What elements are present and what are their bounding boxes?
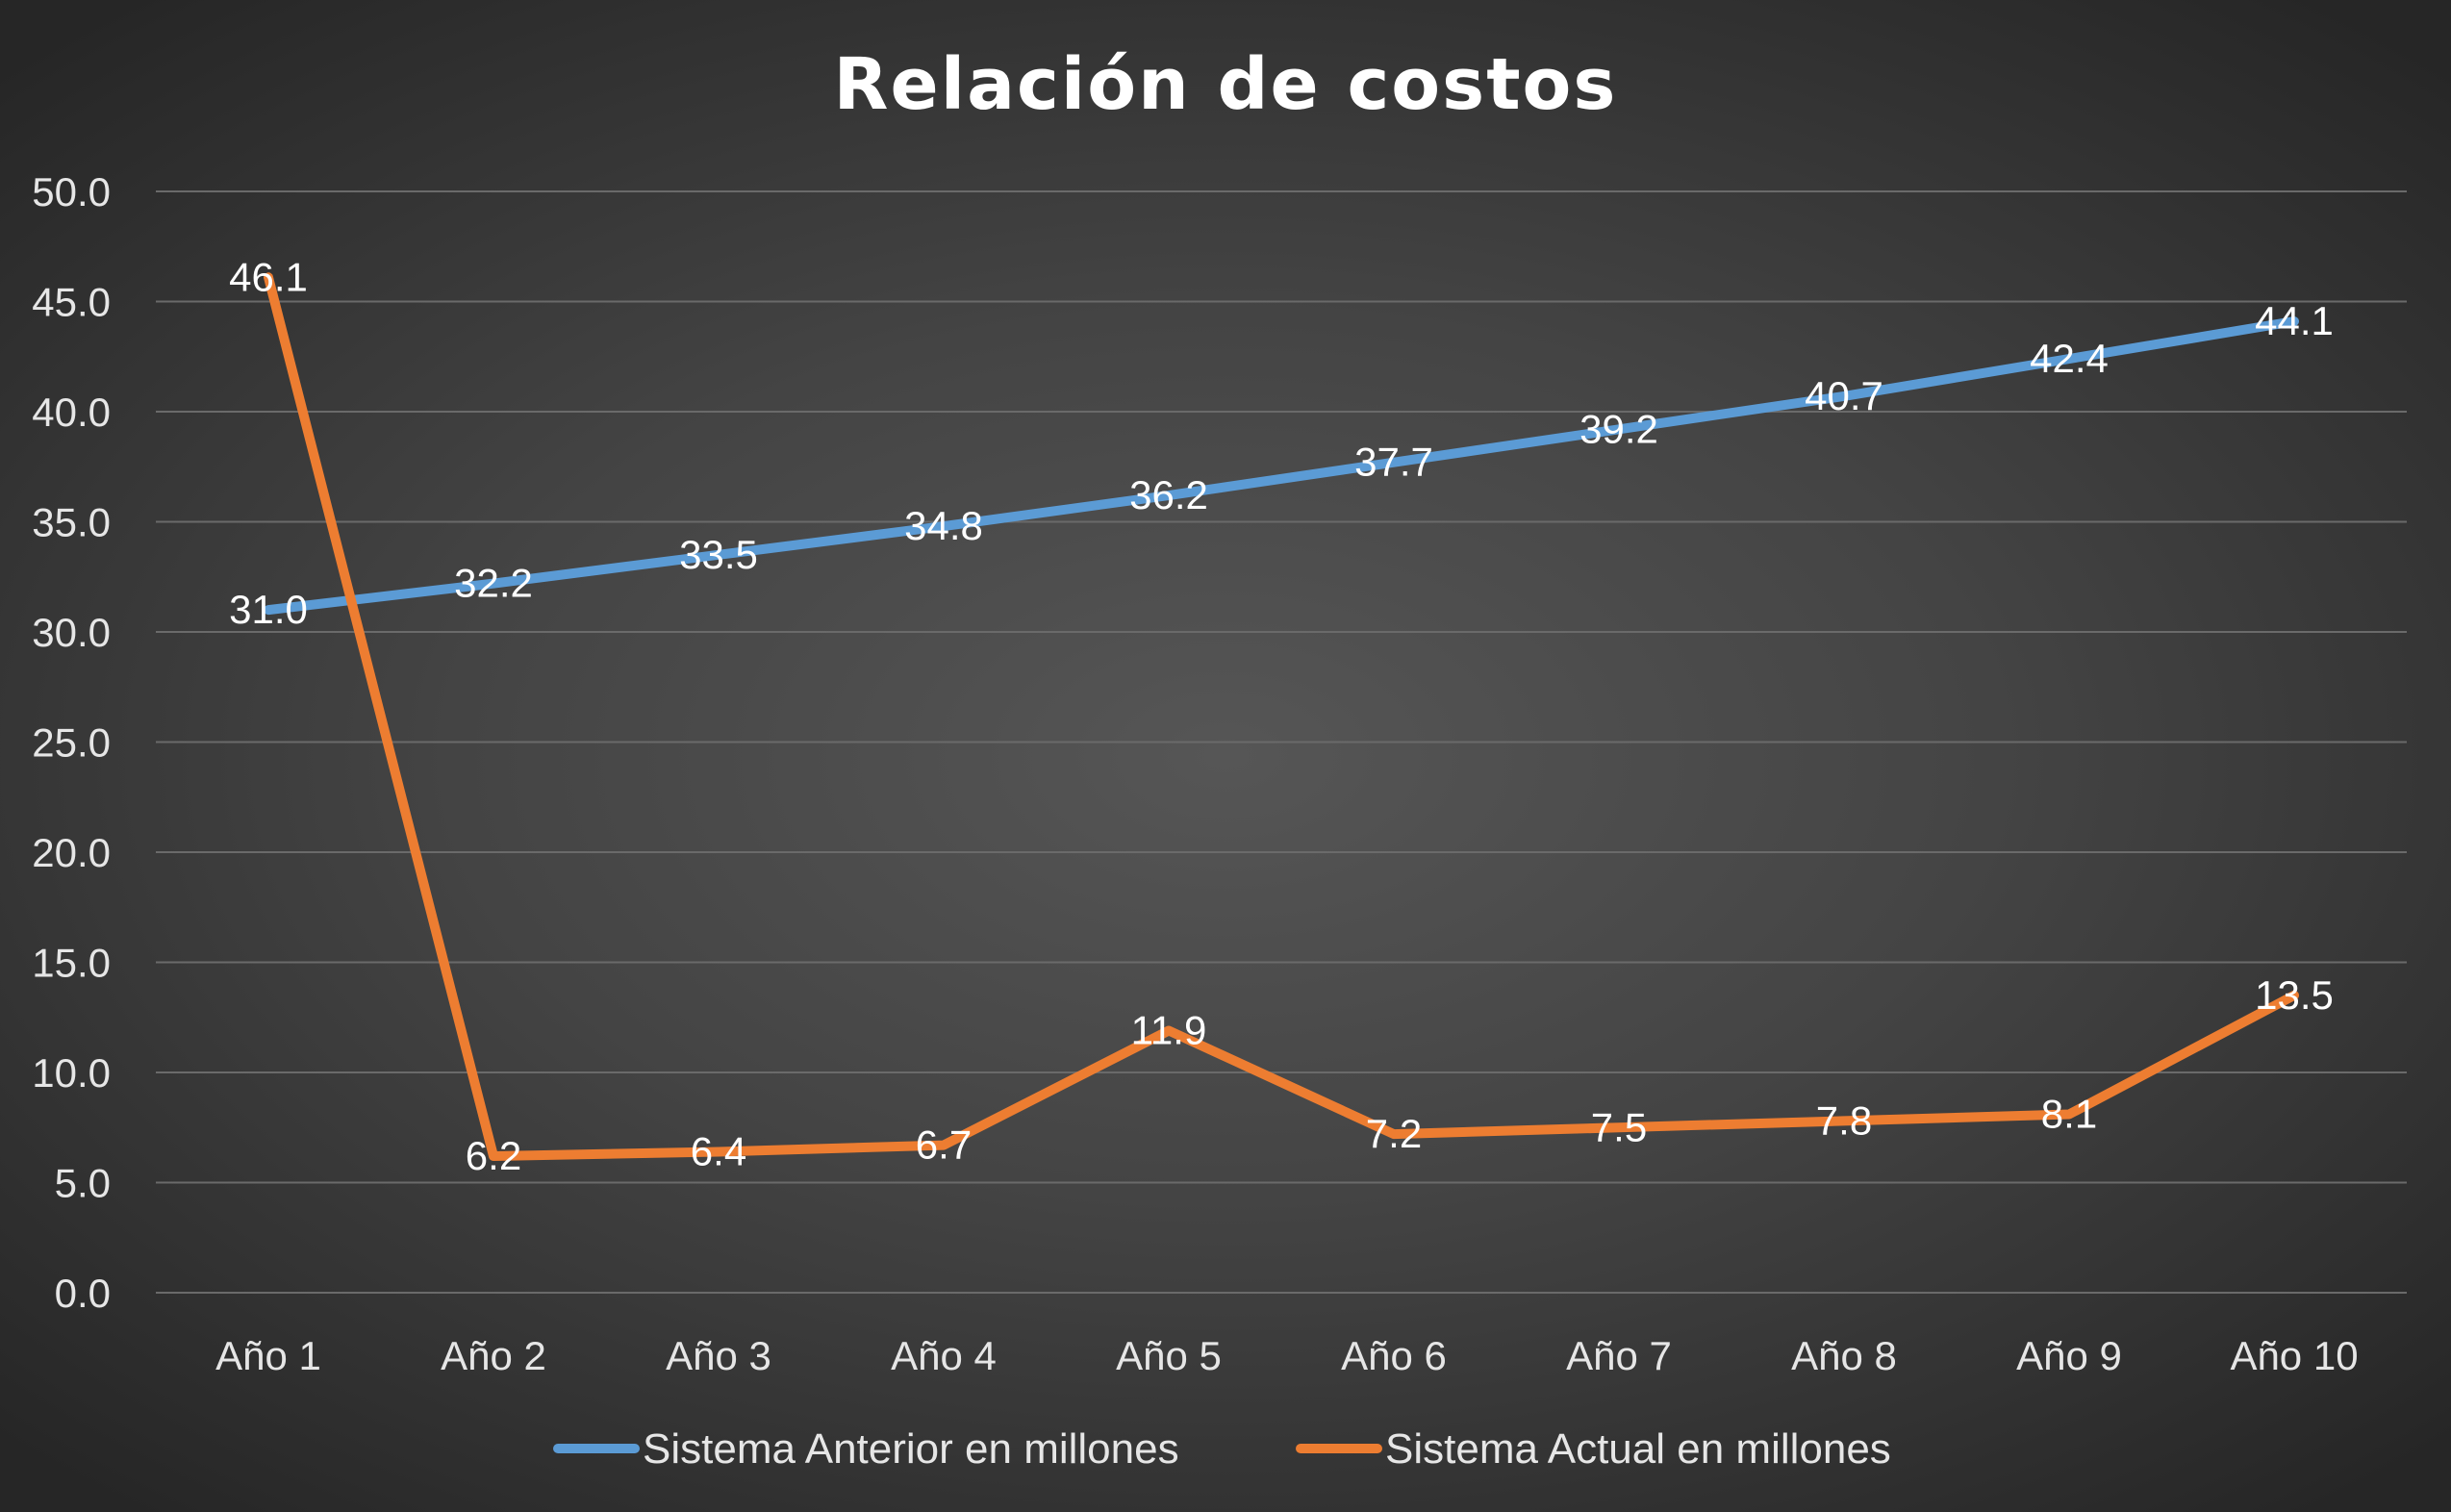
x-tick-label: Año 10 [2230,1333,2358,1378]
x-tick-label: Año 7 [1566,1333,1672,1378]
series-line-1 [264,316,2299,616]
data-label: 6.2 [466,1133,521,1178]
data-label: 32.2 [454,561,533,606]
data-label: 39.2 [1579,406,1658,451]
x-tick-label: Año 4 [891,1333,997,1378]
y-tick-label: 45.0 [32,280,111,325]
x-axis-ticks: Año 1 Año 2 Año 3 Año 4 Año 5 Año 6 Año 7 Año 8… [215,1333,2358,1378]
y-tick-label: 0.0 [55,1271,111,1316]
y-tick-label: 40.0 [32,390,111,435]
data-label: 6.7 [916,1122,972,1168]
data-label: 44.1 [2255,298,2334,343]
x-tick-label: Año 6 [1341,1333,1447,1378]
x-tick-label: Año 3 [666,1333,771,1378]
legend-label: Sistema Actual en millones [1385,1425,1891,1473]
x-tick-label: Año 2 [441,1333,546,1378]
y-tick-label: 10.0 [32,1050,111,1096]
y-tick-label: 30.0 [32,610,111,655]
data-label: 8.1 [2041,1092,2097,1137]
data-label: 46.1 [229,254,308,299]
data-label: 6.4 [691,1128,746,1173]
data-label: 37.7 [1354,440,1433,485]
data-label: 7.8 [1816,1097,1872,1143]
y-tick-label: 20.0 [32,830,111,875]
y-axis-ticks: 0.0 5.0 10.0 15.0 20.0 25.0 30.0 35.0 40.0 45.0 50… [32,169,111,1316]
x-tick-label: Año 8 [1791,1333,1897,1378]
data-label: 13.5 [2255,972,2334,1018]
data-label: 11.9 [1131,1007,1207,1052]
data-label: 40.7 [1805,373,1883,418]
data-labels: 31.0 32.2 33.5 34.8 36.2 37.7 39.2 40.7 42.4 44.1… [229,254,2334,1178]
x-tick-label: Año 9 [2016,1333,2122,1378]
series-line-2 [264,272,2299,1162]
data-label: 36.2 [1129,472,1208,517]
x-tick-label: Año 5 [1116,1333,1222,1378]
chart-title: Relación de costos [834,43,1618,126]
data-label: 7.5 [1591,1104,1647,1149]
series-lines [264,272,2299,1162]
y-tick-label: 25.0 [32,720,111,766]
data-label: 31.0 [229,587,308,632]
data-label: 33.5 [679,532,758,577]
y-tick-label: 15.0 [32,941,111,986]
y-tick-label: 5.0 [55,1161,111,1206]
data-label: 7.2 [1366,1111,1422,1156]
data-label: 42.4 [2030,336,2109,381]
y-tick-label: 50.0 [32,169,111,214]
x-tick-label: Año 1 [215,1333,321,1378]
legend: Sistema Anterior en millones Sistema Actu… [553,1425,1891,1473]
data-label: 34.8 [904,503,983,548]
legend-label: Sistema Anterior en millones [643,1425,1179,1473]
gridlines [156,190,2407,1294]
y-tick-label: 35.0 [32,500,111,545]
